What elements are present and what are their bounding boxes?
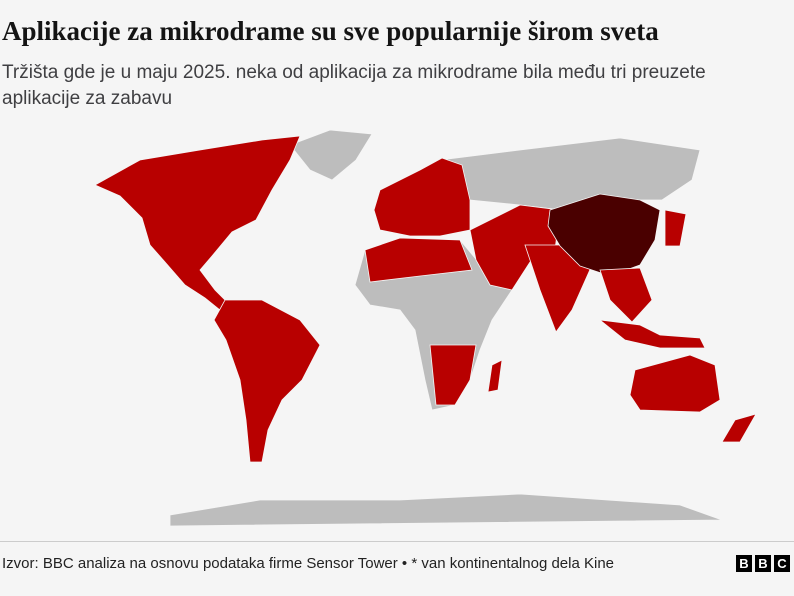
north-america bbox=[94, 135, 301, 311]
southeast-asia bbox=[599, 267, 653, 323]
new-zealand bbox=[721, 413, 757, 443]
madagascar bbox=[487, 359, 503, 393]
north-africa bbox=[364, 237, 473, 283]
logo-letter: B bbox=[736, 555, 752, 572]
logo-letter: C bbox=[774, 555, 790, 572]
logo-letter: B bbox=[755, 555, 771, 572]
world-map bbox=[94, 129, 757, 527]
greenland bbox=[289, 129, 373, 181]
china bbox=[547, 193, 661, 277]
japan bbox=[664, 209, 687, 247]
south-america bbox=[213, 299, 321, 463]
bbc-logo: B B C bbox=[736, 555, 790, 572]
source: Izvor: BBC analiza na osnovu podataka fi… bbox=[2, 555, 615, 572]
australia bbox=[629, 354, 721, 413]
antarctica bbox=[169, 493, 723, 527]
europe bbox=[373, 157, 471, 237]
middle-east bbox=[469, 204, 561, 291]
subtitle: Tržišta gde je u maju 2025. neka od apli… bbox=[2, 62, 706, 109]
russia bbox=[439, 137, 701, 211]
southern-africa bbox=[429, 344, 477, 406]
divider bbox=[0, 541, 794, 542]
indonesia bbox=[598, 319, 706, 349]
title: Aplikacije za mikrodrame su sve popularn… bbox=[2, 16, 659, 46]
